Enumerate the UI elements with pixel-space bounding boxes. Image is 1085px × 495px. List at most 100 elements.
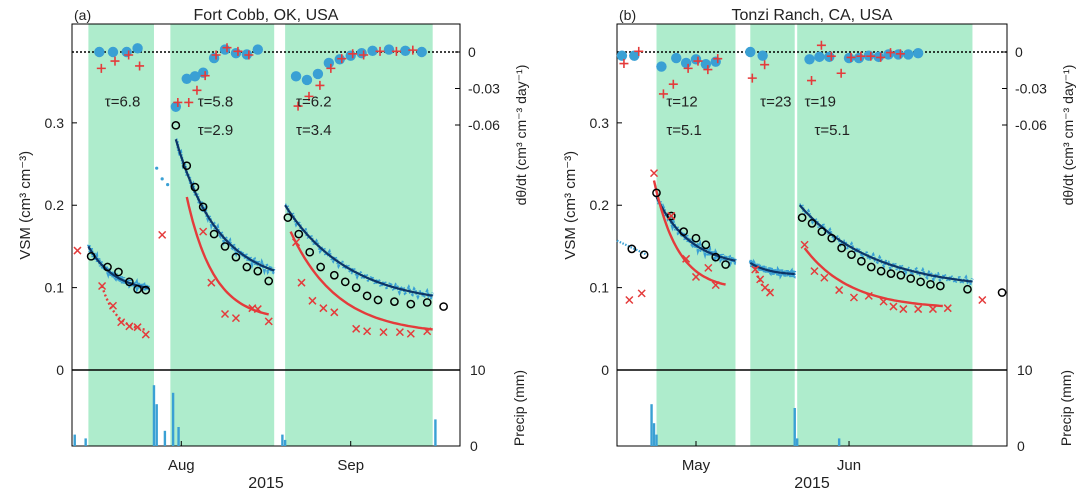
sample-circle (627, 244, 637, 254)
red-x-marker (133, 323, 142, 332)
dtheta-tick-label: -0.03 (1015, 81, 1047, 97)
panel-label: (b) (619, 7, 636, 23)
red-x-marker (667, 211, 676, 220)
dtheta-tick-label: 0 (468, 44, 476, 60)
dtheta-dot (680, 57, 692, 69)
red-x-marker (319, 304, 328, 313)
sample-circle (171, 120, 181, 130)
dtheta-dot (107, 46, 119, 58)
precip-tick-label: 0 (470, 438, 478, 454)
dtheta-plus (359, 50, 369, 60)
dtheta-axis-label: dθ/dt (cm³ cm⁻³ day⁻¹) (1060, 65, 1076, 206)
sample-circle (406, 299, 416, 309)
dtheta-tick-label: 0 (1015, 44, 1023, 60)
red-x-marker (231, 314, 240, 323)
dtheta-plus (846, 52, 856, 62)
dtheta-plus (876, 52, 886, 62)
red-x-marker (379, 328, 388, 337)
vsm-fit-line (284, 204, 433, 297)
dtheta-dot (345, 50, 356, 61)
sample-circle (390, 297, 399, 306)
red-x-marker (423, 327, 432, 336)
sample-circle (231, 252, 241, 262)
sample-circle (906, 274, 916, 283)
dtheta-plus (807, 76, 817, 86)
dtheta-dot (656, 61, 667, 72)
tau-label: τ=3.4 (296, 122, 332, 139)
red-x-marker (704, 263, 713, 272)
vsm-tick-label: 0.2 (45, 197, 65, 213)
sample-circle (305, 247, 315, 257)
sample-circle (439, 302, 448, 311)
dtheta-axis-label: dθ/dt (cm³ cm⁻³ day⁻¹) (513, 65, 529, 206)
sample-circle (133, 284, 142, 294)
red-x-marker (352, 324, 361, 333)
sample-circle (837, 243, 846, 253)
dtheta-plus (683, 63, 693, 73)
dtheta-plus (184, 97, 194, 107)
sample-circle (373, 295, 383, 305)
tau-label: τ=2.9 (198, 122, 234, 139)
sample-circle (103, 262, 112, 272)
sample-circle (876, 266, 886, 276)
precip-tick-label: 10 (470, 362, 486, 378)
sample-circle (209, 229, 219, 239)
dtheta-dot (814, 51, 825, 63)
dtheta-plus (233, 46, 243, 56)
sample-circle (329, 270, 339, 280)
red-x-marker (943, 304, 952, 313)
precip-bar (795, 438, 799, 446)
dtheta-dot (367, 45, 378, 56)
precip-bar (177, 427, 180, 446)
panel-title: Fort Cobb, OK, USA (194, 7, 339, 24)
dtheta-tick-label: -0.06 (468, 117, 500, 133)
sample-circle (190, 182, 200, 192)
sample-circle (886, 269, 896, 278)
sample-circle (652, 188, 661, 198)
sample-circle (916, 277, 925, 287)
red-x-marker (879, 297, 888, 306)
dtheta-plus (375, 46, 385, 56)
red-x-marker (682, 254, 691, 263)
dtheta-plus (348, 49, 358, 59)
dtheta-plus (315, 80, 325, 90)
precip-bar (155, 404, 158, 446)
dtheta-dot (301, 74, 313, 86)
dtheta-tick-label: -0.03 (468, 81, 500, 97)
precip-bar (152, 385, 156, 446)
precip-tick-label: 10 (1017, 362, 1033, 378)
dtheta-tick-label: -0.06 (1015, 117, 1047, 133)
x-tick-label: Jun (837, 457, 861, 474)
red-x-marker (330, 308, 339, 317)
tau-label: τ=5.8 (198, 93, 234, 110)
dtheta-plus (816, 40, 826, 50)
dtheta-dot (356, 48, 367, 59)
red-x-marker (297, 278, 306, 287)
sample-circle (807, 219, 817, 228)
dtheta-dot (671, 52, 682, 64)
dtheta-dot (290, 71, 302, 82)
sample-circle (847, 250, 856, 260)
sample-circle (679, 227, 688, 236)
dtheta-dot (230, 48, 242, 59)
dtheta-plus (200, 71, 210, 81)
panel-b: Tonzi Ranch, CA, USA (b) 0 0.1 0.2 0.3 VSM (cm… (562, 7, 1076, 492)
red-fit-line (289, 231, 433, 331)
vsm-tick-label: 0.1 (45, 280, 65, 296)
dtheta-dot (323, 57, 335, 69)
dtheta-dot (616, 50, 628, 61)
panel-label: (a) (74, 7, 91, 23)
recession-period-shade (750, 24, 795, 446)
dtheta-plus (668, 79, 678, 89)
red-fit-line (652, 180, 726, 286)
dtheta-plus (192, 85, 202, 95)
sample-circle (182, 161, 192, 171)
recession-period-shade (88, 24, 154, 446)
dtheta-dot (312, 68, 324, 80)
sample-circle (362, 291, 372, 301)
dtheta-plus (658, 89, 668, 99)
dtheta-dot (629, 50, 640, 61)
red-x-marker (810, 267, 819, 276)
sample-circle (125, 277, 134, 287)
